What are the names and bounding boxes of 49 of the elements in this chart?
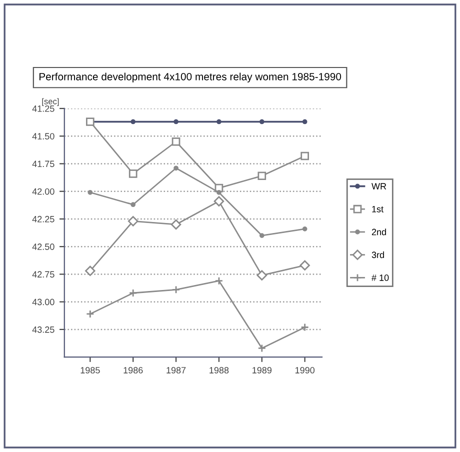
y-tick-label: 42.75 <box>32 271 54 278</box>
y-tick-label: 41.25 <box>32 105 54 112</box>
x-tick-label: 1987 <box>166 367 186 374</box>
point <box>258 172 266 180</box>
x-tick-label: 1985 <box>80 367 100 374</box>
point <box>172 286 180 294</box>
point <box>130 119 136 124</box>
point <box>214 276 224 286</box>
point <box>300 152 309 160</box>
point <box>302 119 308 124</box>
point <box>300 260 310 270</box>
y-tick-label: 42.00 <box>32 188 54 195</box>
point <box>259 233 264 238</box>
point <box>259 119 264 124</box>
y-tick-label: 43.00 <box>32 298 54 306</box>
legend-label: 1st <box>372 206 384 212</box>
point <box>130 202 136 208</box>
y-axis-title: [sec] <box>42 98 59 106</box>
y-tick-label: 42.50 <box>32 244 54 250</box>
point <box>128 170 138 178</box>
point <box>128 288 138 298</box>
y-tick-label: 41.75 <box>32 160 54 168</box>
point <box>216 190 222 195</box>
y-tick-label: 41.50 <box>32 133 54 140</box>
point <box>214 196 224 206</box>
point <box>216 119 222 124</box>
point <box>302 226 308 232</box>
point <box>128 216 138 226</box>
point <box>256 270 268 280</box>
point <box>174 166 178 171</box>
x-tick-label: 1986 <box>124 367 143 374</box>
point <box>300 323 309 332</box>
x-tick-label: 1988 <box>210 367 229 374</box>
point <box>170 219 182 230</box>
point <box>172 137 180 146</box>
legend-label: WR <box>372 183 386 190</box>
legend-label: 3rd <box>372 251 384 258</box>
point <box>85 266 96 276</box>
x-tick-label: 1989 <box>252 367 272 374</box>
point <box>88 190 93 195</box>
point <box>174 119 178 124</box>
y-tick-label: 42.25 <box>32 216 54 222</box>
y-tick-label: 43.25 <box>32 326 54 333</box>
chart-title: Performance development 4x100 metres relay women 1985-1990 <box>39 72 342 82</box>
point <box>258 344 266 352</box>
point <box>86 310 94 318</box>
legend-label: # 10 <box>372 274 389 281</box>
legend-label: 2nd <box>372 228 386 236</box>
x-tick-label: 1990 <box>295 367 315 374</box>
